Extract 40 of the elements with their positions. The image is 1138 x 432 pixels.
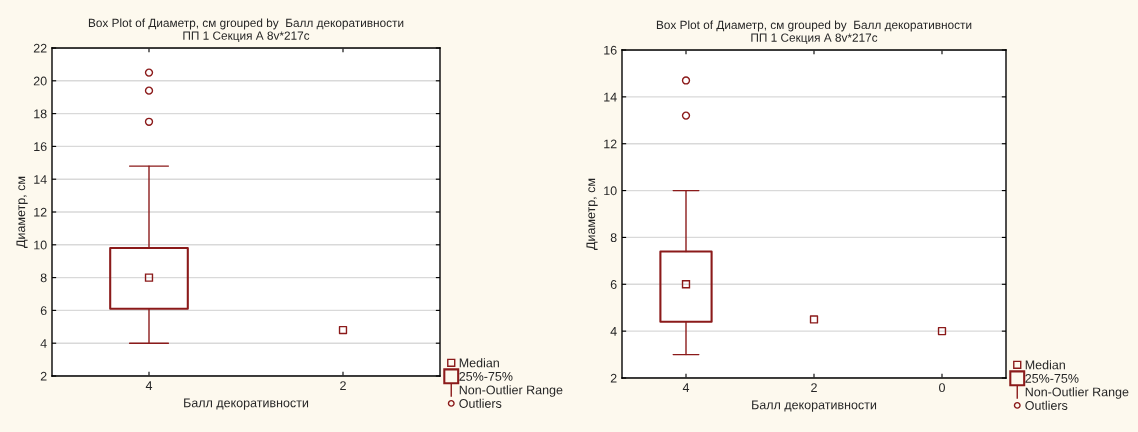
chart-title: Box Plot of Диаметр, см grouped by Балл декоративности [88, 18, 404, 30]
y-axis-title: Диаметр, см [16, 176, 28, 248]
text: Outliers [459, 398, 502, 408]
y-tick-label: 14 [34, 175, 47, 184]
y-tick-label: 4 [610, 327, 617, 336]
y-tick-label: 10 [604, 186, 617, 196]
y-tick-label: 14 [604, 92, 617, 102]
x-tick-label: 0 [939, 383, 945, 393]
y-tick-label: 6 [610, 280, 617, 289]
chart-subtitle: ПП 1 Секция А 8v*217c [751, 33, 878, 45]
x-tick-label: 2 [340, 381, 346, 390]
y-tick-label: 12 [34, 207, 47, 217]
text: Non-Outlier Range [459, 385, 563, 397]
text: 25%-75% [1025, 373, 1079, 383]
y-tick-label: 20 [33, 76, 47, 86]
y-tick-label: 8 [40, 273, 47, 283]
y-tick-label: 6 [40, 306, 47, 316]
x-tick-label: 4 [145, 381, 153, 390]
text: Median [1025, 360, 1065, 370]
text: Median [459, 358, 499, 368]
y-tick-label: 8 [610, 233, 617, 243]
y-tick-label: 2 [610, 373, 617, 383]
y-tick-label: 2 [40, 371, 47, 381]
chart-subtitle: ПП 1 Секция А 8v*217c [183, 31, 310, 43]
text: Non-Outlier Range [1025, 387, 1129, 399]
text: Outliers [1025, 400, 1068, 410]
x-tick-label: 4 [682, 383, 690, 392]
x-axis-title: Балл декоративности [184, 398, 309, 410]
y-tick-label: 4 [40, 339, 47, 348]
y-tick-label: 12 [604, 139, 617, 149]
chart-title: Box Plot of Диаметр, см grouped by Балл декоративности [656, 20, 972, 32]
y-tick-label: 18 [34, 109, 47, 119]
text: 25%-75% [459, 371, 513, 381]
y-tick-label: 10 [34, 240, 47, 250]
y-tick-label: 16 [604, 45, 617, 55]
y-tick-label: 22 [33, 43, 47, 53]
y-axis-title: Диаметр, см [586, 178, 598, 250]
x-tick-label: 2 [811, 383, 817, 392]
x-axis-title: Балл декоративности [752, 400, 877, 412]
y-tick-label: 16 [34, 142, 47, 152]
